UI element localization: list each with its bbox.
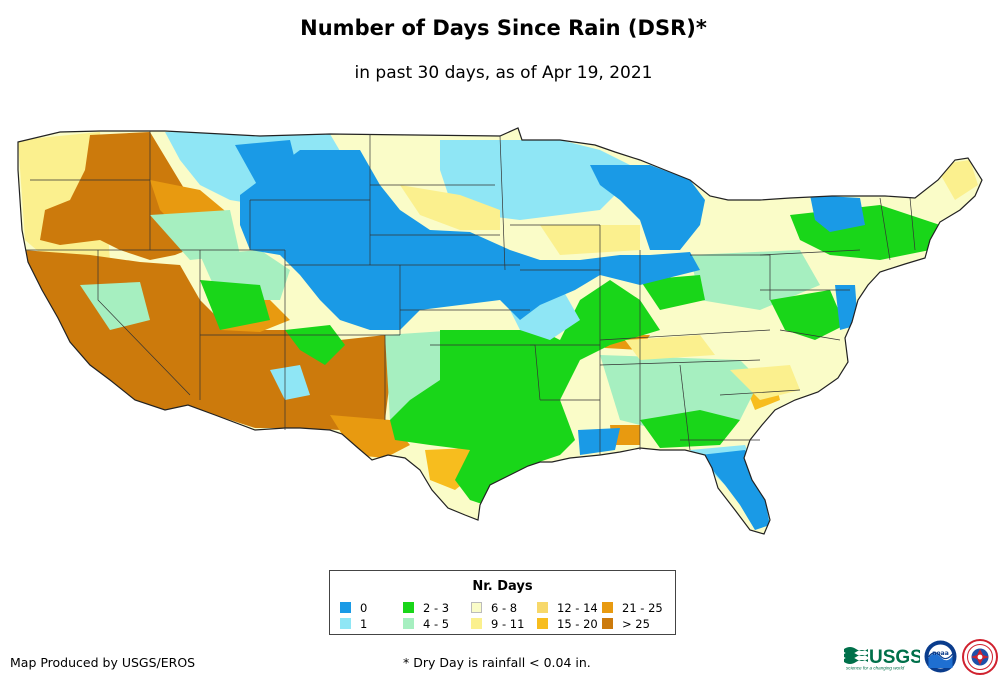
map-region-ohio-lightgreen [690, 250, 820, 310]
map-region-texas-west-orange [330, 415, 410, 458]
us-outline [17, 127, 983, 535]
map-region-georgia-green [640, 410, 740, 448]
usgs-logo-tagline: science for a changing world [846, 666, 905, 671]
legend-item-5: 9 - 11 [471, 618, 524, 631]
map-region-kentucky-yellow [625, 335, 715, 360]
border-ny-east [879, 197, 891, 261]
map-region-arizona-lightblue [270, 365, 310, 400]
map-region-florida-blue [700, 450, 770, 530]
map-region-newyork-blue [810, 195, 865, 232]
legend-swatch [340, 602, 351, 613]
legend-swatch [403, 602, 414, 613]
border-tn-south [599, 359, 761, 366]
legend-item-7: 15 - 20 [537, 618, 598, 631]
legend-item-9: > 25 [602, 618, 650, 631]
state-borders [25, 131, 916, 455]
map-region-central-plains-blue [240, 150, 700, 330]
legend-label: 15 - 20 [557, 617, 598, 631]
legend-title: Nr. Days [472, 579, 533, 594]
map-title: Number of Days Since Rain (DSR)* [300, 16, 707, 40]
border-al-ga [679, 364, 691, 451]
legend-label: 4 - 5 [423, 617, 450, 631]
usgs-logo-text: USGS [869, 647, 920, 668]
map-region-gulfcoast-blue [578, 428, 620, 455]
legend-item-4: 6 - 8 [471, 602, 517, 615]
map-region-michigan-blue [590, 165, 705, 250]
map-region-dakota-yellow [400, 185, 500, 230]
border-mn-ia [499, 135, 506, 271]
legend-label: 1 [360, 617, 368, 631]
legend-swatch [403, 618, 414, 629]
legend-label: 2 - 3 [423, 601, 450, 615]
map-subtitle: in past 30 days, as of Apr 19, 2021 [354, 63, 653, 83]
map-region-chesapeake-blue [835, 285, 858, 330]
map-region-utah-green [200, 280, 270, 330]
border-oh [690, 254, 771, 300]
legend-swatch [602, 602, 613, 613]
legend-item-8: 21 - 25 [602, 602, 663, 615]
legend-item-1: 1 [340, 618, 367, 631]
usgs-logo: USGS science for a changing world [842, 643, 923, 671]
border-ca-nv [97, 250, 191, 396]
legend-swatch [602, 618, 613, 629]
legend-item-6: 12 - 14 [537, 602, 598, 615]
legend-swatch [537, 602, 548, 613]
dry-day-footnote: * Dry Day is rainfall < 0.04 in. [403, 655, 591, 670]
border-pa-ny [759, 249, 861, 256]
nws-logo [962, 639, 998, 675]
legend-swatch [340, 618, 351, 629]
noaa-logo-text: noaa [932, 650, 949, 657]
map-region-minnesota-lightblue [440, 140, 640, 220]
map-region-indiana-green [640, 275, 705, 310]
legend-label: > 25 [622, 617, 650, 631]
legend-label: 6 - 8 [491, 601, 518, 615]
map-region-south-central-green [390, 280, 660, 505]
legend-swatch [471, 602, 482, 613]
map-region-montana-blue [235, 140, 300, 190]
legend-item-0: 0 [340, 602, 367, 615]
map-region-iowa-yellow [540, 225, 640, 255]
noaa-logo: noaa [924, 640, 957, 673]
map-region-nevada-lightgreen [80, 282, 150, 330]
legend-label: 12 - 14 [557, 601, 598, 615]
map-region-montana-lightgreen [150, 210, 240, 260]
border-va-nc [779, 329, 841, 341]
legend-item-2: 2 - 3 [403, 602, 449, 615]
map-credit: Map Produced by USGS/EROS [10, 655, 196, 670]
legend-label: 21 - 25 [622, 601, 663, 615]
legend-label: 9 - 11 [491, 617, 525, 631]
legend-item-3: 4 - 5 [403, 618, 449, 631]
map-region-virginia-green [770, 290, 845, 340]
legend-swatch [537, 618, 548, 629]
legend-label: 0 [360, 601, 368, 615]
legend-swatch [471, 618, 482, 629]
border-tn-ky [599, 329, 771, 341]
border-nh-vt [909, 197, 916, 251]
border-nc-sc [719, 389, 801, 396]
legend-box: Nr. Days 0 1 2 - 3 4 - 5 6 - 8 9 - 11 12… [329, 570, 676, 635]
